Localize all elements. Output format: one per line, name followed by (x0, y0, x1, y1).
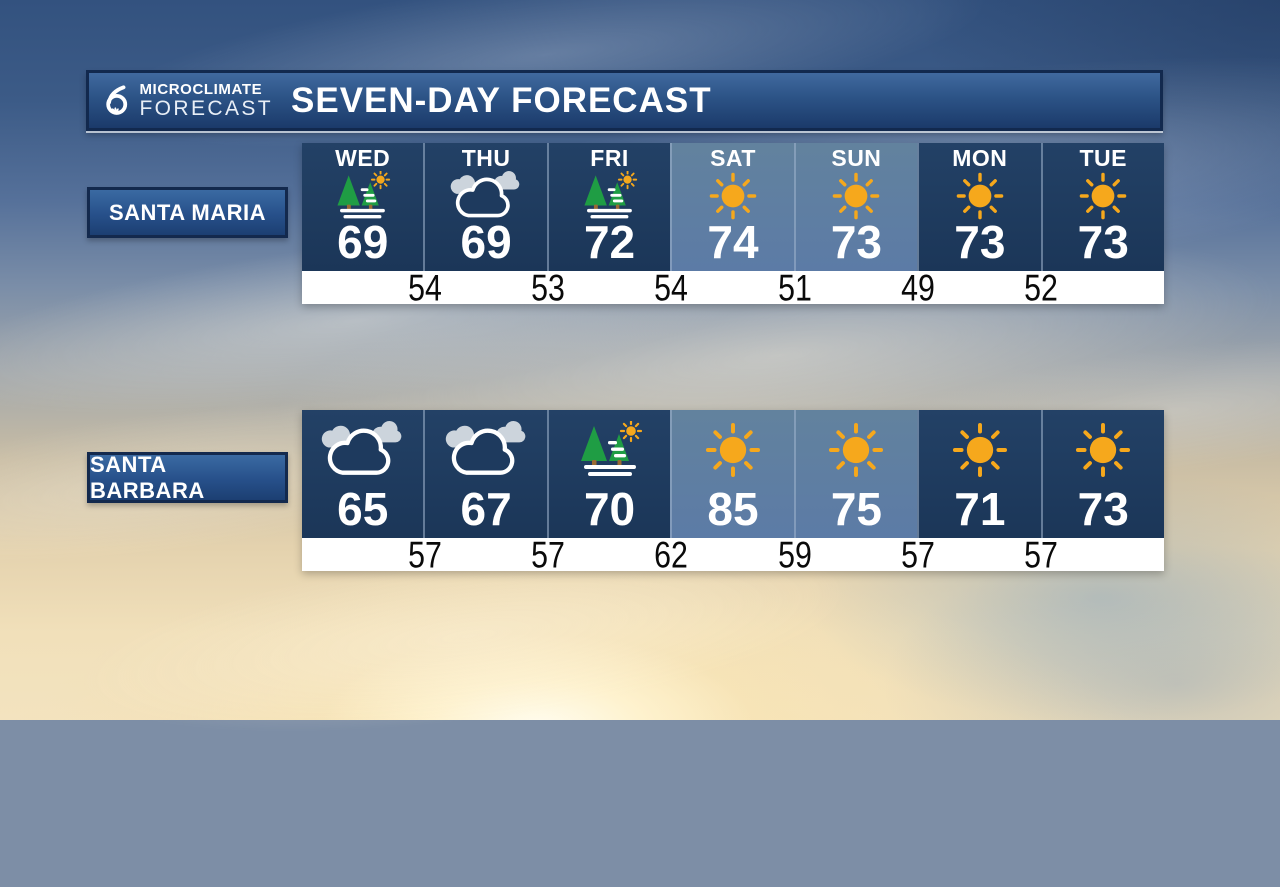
lows-strip: 57 57 62 59 57 57 (302, 534, 1164, 576)
day-cells: WED 69 THU 69 FRI 72 SAT 74 SUN 73 MON 73 TUE 73 (302, 143, 1164, 271)
low-temp: 53 (531, 267, 566, 309)
high-temp: 65 (337, 483, 389, 536)
sunny-icon (704, 413, 762, 479)
day-label: WED (335, 145, 391, 171)
forecast-cell: THU 69 (423, 143, 547, 271)
day-label: MON (952, 145, 1008, 171)
day-cells: 65 67 70 85 75 71 73 (302, 410, 1164, 538)
sunny-icon (1078, 171, 1128, 221)
high-temp: 74 (707, 216, 759, 269)
low-temp: 57 (531, 534, 566, 576)
low-temp: 57 (900, 534, 935, 576)
logo-text: MICROCLIMATE FORECAST (139, 82, 273, 119)
high-temp: 75 (830, 483, 882, 536)
peacock-icon (110, 106, 121, 113)
low-temp: 57 (408, 534, 443, 576)
high-temp: 85 (707, 483, 759, 536)
sunny-icon (955, 171, 1005, 221)
location-label-santa-barbara: SANTA BARBARA (87, 452, 288, 503)
low-temp: 57 (1023, 534, 1058, 576)
lows-strip: 54 53 54 51 49 52 (302, 267, 1164, 309)
page-title: SEVEN-DAY FORECAST (291, 80, 712, 120)
patchy-fog-then-sun-icon (334, 171, 391, 221)
cloudy-icon (450, 171, 522, 221)
forecast-cell: 67 (423, 410, 547, 538)
low-temp: 52 (1023, 267, 1058, 309)
sunny-icon (708, 171, 758, 221)
day-label: SUN (831, 145, 882, 171)
patchy-fog-then-sun-icon (581, 171, 638, 221)
cloudy-icon (445, 413, 528, 479)
day-label: SAT (710, 145, 756, 171)
forecast-row-santa-maria: WED 69 THU 69 FRI 72 SAT 74 SUN 73 MON 73 TUE 73 5… (302, 143, 1164, 309)
day-label: FRI (590, 145, 629, 171)
high-temp: 73 (830, 216, 882, 269)
forecast-cell: 71 (917, 410, 1041, 538)
forecast-cell: 85 (670, 410, 794, 538)
high-temp: 72 (583, 216, 636, 269)
forecast-cell: 70 (546, 410, 671, 538)
logo-line1: MICROCLIMATE (139, 81, 263, 98)
station-logo: MICROCLIMATE FORECAST (101, 79, 273, 123)
low-temp: 59 (777, 534, 812, 576)
high-temp: 67 (460, 483, 512, 536)
forecast-cell: WED 69 (302, 143, 424, 271)
low-temp: 54 (408, 267, 443, 309)
low-temp: 62 (654, 534, 689, 576)
high-temp: 70 (583, 483, 636, 536)
high-temp: 69 (460, 216, 512, 269)
header-bar: MICROCLIMATE FORECAST SEVEN-DAY FORECAST (86, 70, 1163, 131)
forecast-cell: 73 (1040, 410, 1164, 538)
day-label: THU (461, 145, 511, 171)
low-temp: 51 (777, 267, 812, 309)
forecast-cell: TUE 73 (1040, 143, 1164, 271)
cloudy-icon (321, 413, 404, 479)
low-temp: 49 (900, 267, 935, 309)
sunny-icon (1074, 413, 1132, 479)
nbc-6-logo-icon (106, 84, 128, 115)
sunny-icon (827, 413, 885, 479)
low-temp: 54 (654, 267, 689, 309)
logo-line2: FORECAST (139, 97, 273, 120)
forecast-cell: FRI 72 (546, 143, 671, 271)
forecast-cell: 65 (302, 410, 424, 538)
forecast-cell: MON 73 (917, 143, 1041, 271)
forecast-cell: 75 (793, 410, 918, 538)
day-label: TUE (1079, 145, 1127, 171)
sunny-icon (951, 413, 1009, 479)
high-temp: 71 (954, 483, 1006, 536)
high-temp: 69 (337, 216, 389, 269)
location-label-santa-maria: SANTA MARIA (87, 187, 288, 238)
forecast-cell: SUN 73 (793, 143, 918, 271)
sunny-icon (831, 171, 881, 221)
patchy-fog-then-sun-icon (577, 413, 643, 479)
forecast-cell: SAT 74 (670, 143, 794, 271)
high-temp: 73 (1077, 216, 1129, 269)
high-temp: 73 (954, 216, 1006, 269)
forecast-row-santa-barbara: 65 67 70 85 75 71 73 57 57 62 59 57 57 (302, 410, 1164, 576)
high-temp: 73 (1077, 483, 1129, 536)
